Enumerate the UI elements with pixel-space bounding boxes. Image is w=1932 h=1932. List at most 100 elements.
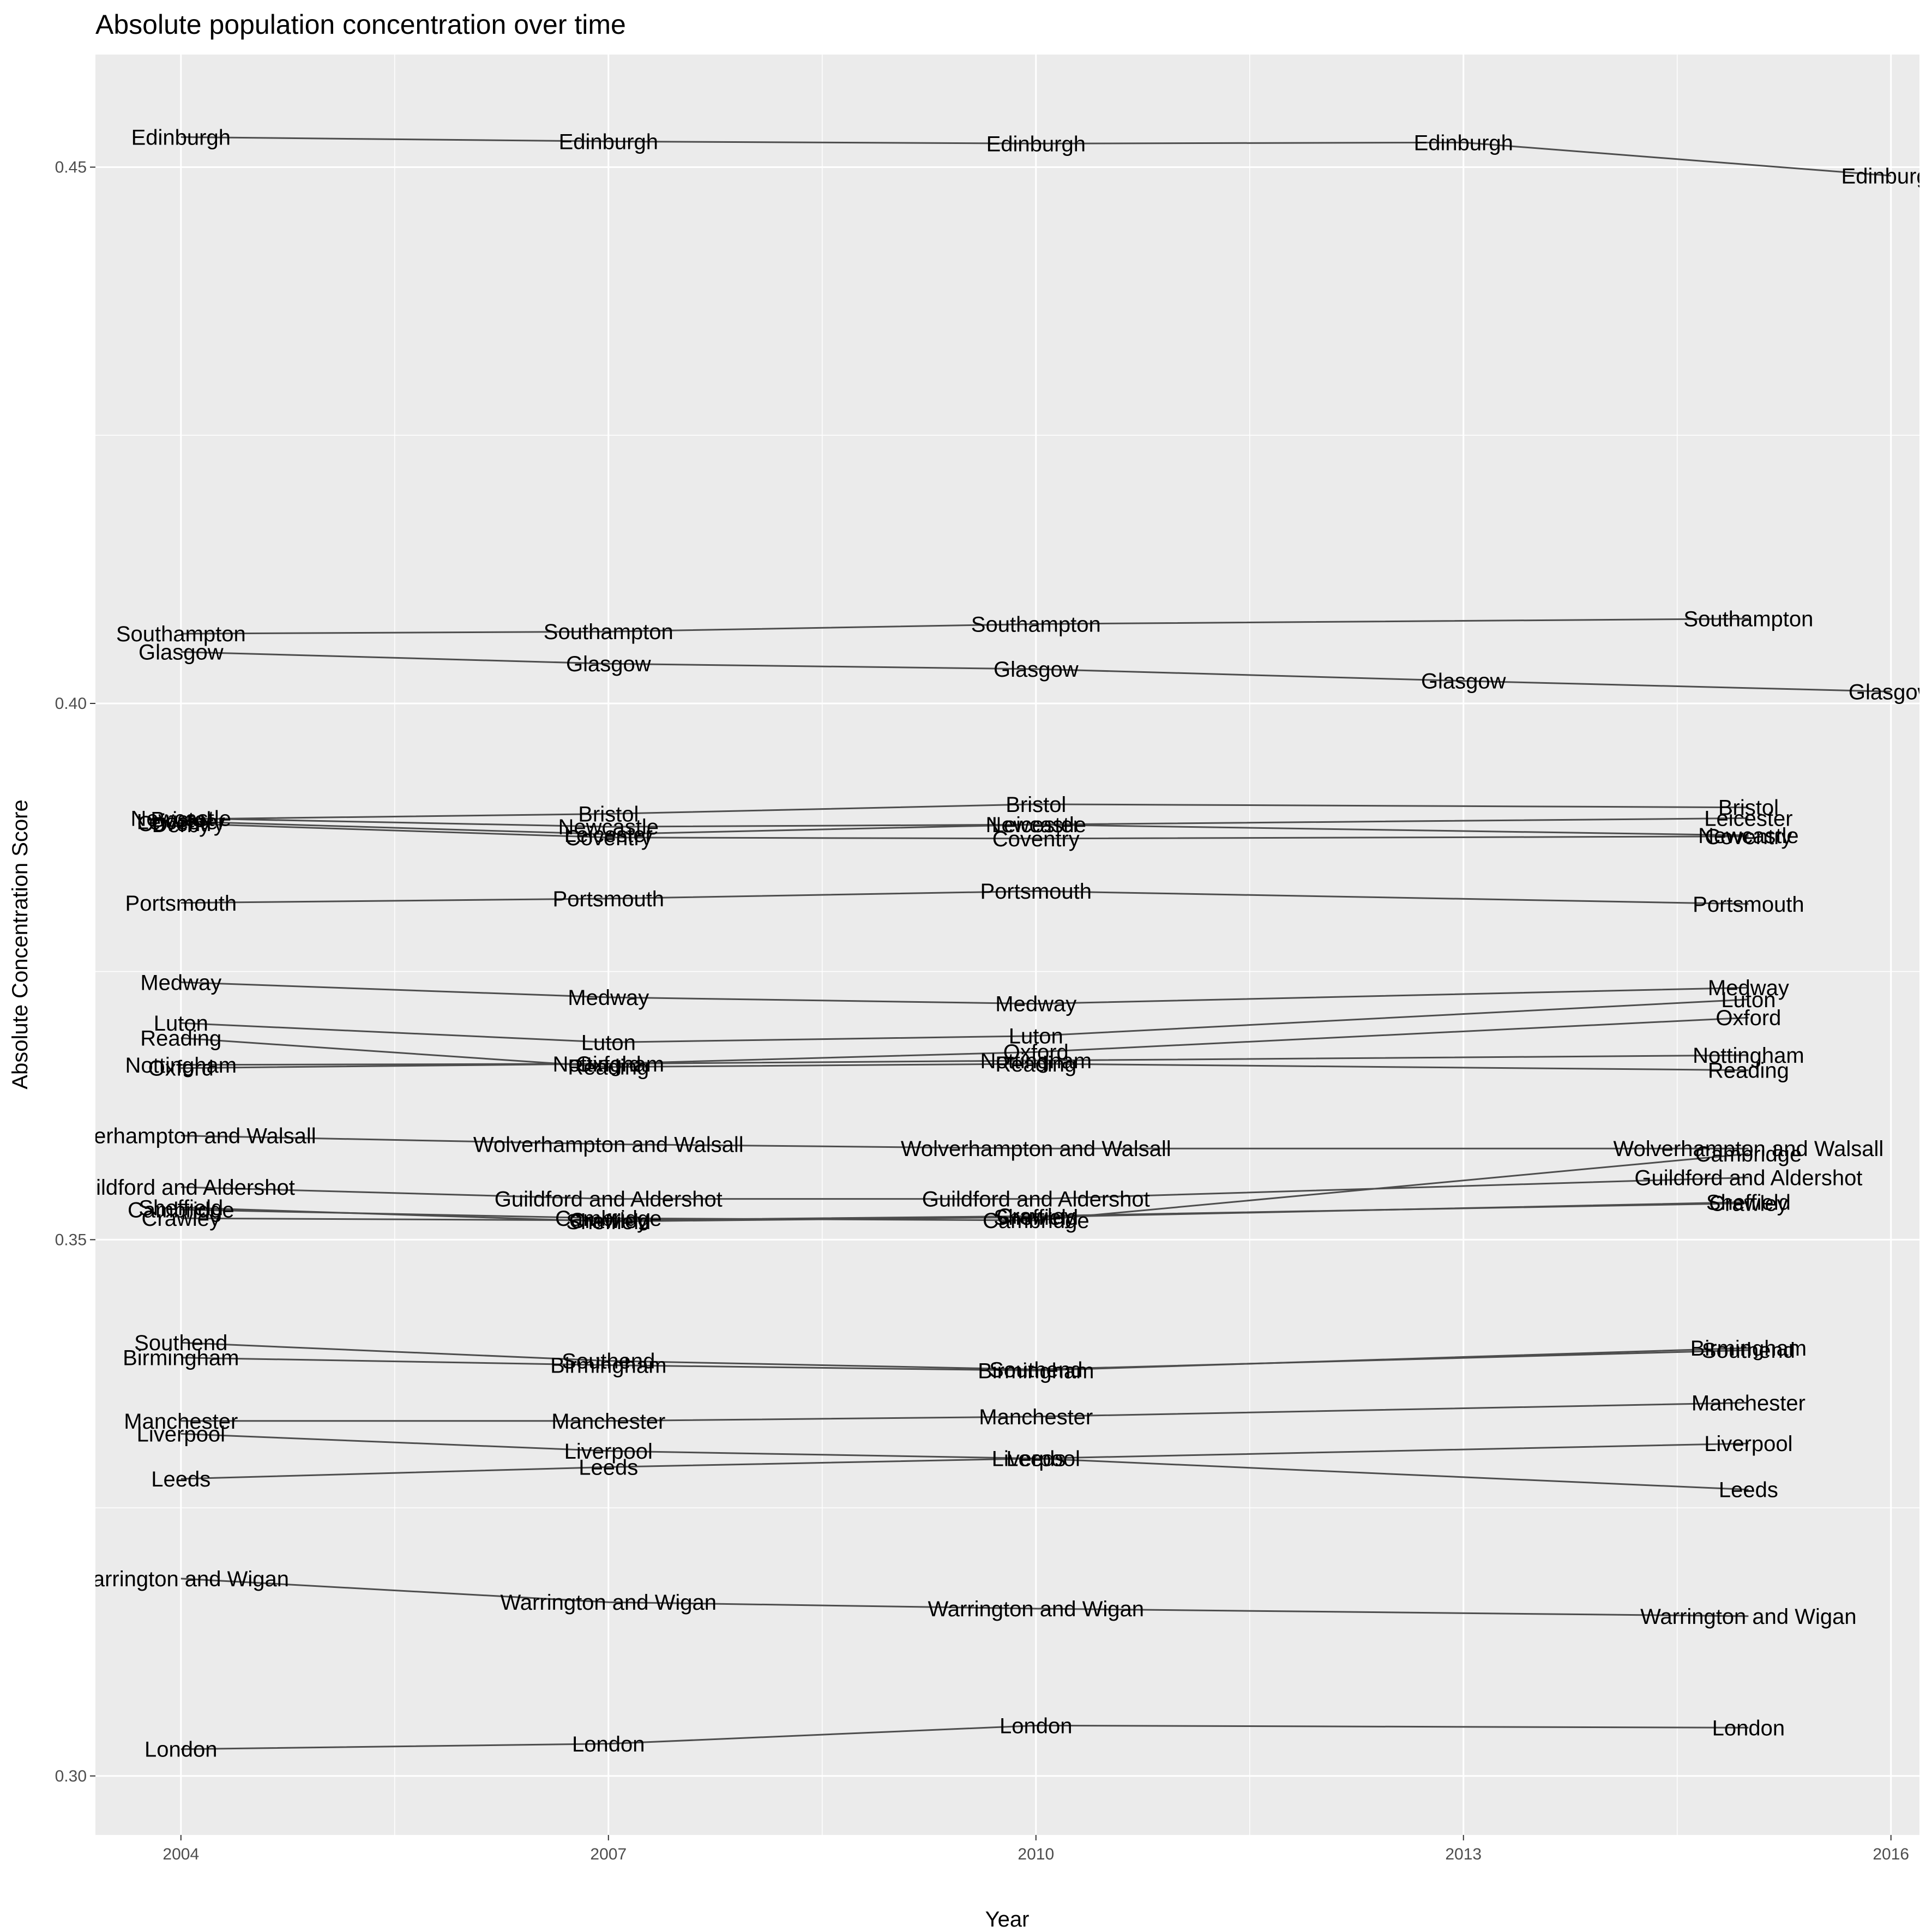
point-label-newcastle: Newcastle	[131, 806, 232, 830]
point-label-portsmouth: Portsmouth	[553, 887, 665, 911]
series-line-coventry	[180, 822, 1749, 840]
point-label-london: London	[145, 1738, 217, 1762]
point-label-luton: Luton	[1009, 1025, 1063, 1049]
x-tick-label: 2010	[1018, 1845, 1054, 1863]
series-line-birmingham	[180, 1347, 1749, 1371]
series-lines	[180, 136, 1891, 1750]
plot-panel	[95, 55, 1919, 1835]
series-line-liverpool	[180, 1433, 1749, 1460]
point-label-manchester: Manchester	[124, 1410, 238, 1434]
point-label-reading: Reading	[140, 1027, 221, 1051]
point-label-crawley: Crawley	[997, 1205, 1075, 1229]
point-label-crawley: Crawley	[1709, 1192, 1787, 1216]
point-label-guildford-and-aldershot: Guildford and Aldershot	[922, 1188, 1150, 1212]
x-axis-title: Year	[985, 1907, 1030, 1931]
point-label-portsmouth: Portsmouth	[1693, 893, 1804, 917]
point-label-sheffield: Sheffield	[566, 1210, 651, 1234]
point-label-luton: Luton	[581, 1031, 636, 1055]
point-label-southampton: Southampton	[544, 620, 673, 644]
point-label-luton: Luton	[154, 1012, 208, 1036]
point-label-wolverhampton-and-walsall: Wolverhampton and Walsall	[46, 1124, 316, 1148]
point-label-guildford-and-aldershot: Guildford and Aldershot	[495, 1188, 723, 1212]
series-line-manchester	[180, 1401, 1749, 1422]
series-line-crawley	[180, 1202, 1749, 1221]
point-label-wolverhampton-and-walsall: Wolverhampton and Walsall	[473, 1133, 744, 1157]
point-label-leeds: Leeds	[579, 1455, 638, 1479]
point-label-birmingham: Birmingham	[978, 1359, 1094, 1383]
point-label-leicester: Leicester	[137, 810, 225, 834]
series-line-southampton	[180, 618, 1749, 635]
point-label-cambridge: Cambridge	[128, 1198, 234, 1222]
point-label-crawley: Crawley	[142, 1207, 220, 1231]
point-label-cambridge: Cambridge	[983, 1209, 1090, 1233]
x-tick-label: 2004	[162, 1845, 199, 1863]
series-line-luton	[180, 998, 1749, 1044]
series-line-oxford	[180, 1016, 1749, 1069]
point-label-portsmouth: Portsmouth	[125, 892, 237, 916]
point-label-leicester: Leicester	[992, 813, 1080, 837]
series-labels: Edinburgh Edinburgh Edinburgh Edinburgh Edin…	[46, 125, 1932, 1762]
point-label-southampton: Southampton	[971, 612, 1101, 636]
point-label-derby: Derby	[152, 813, 210, 837]
point-label-wolverhampton-and-walsall: Wolverhampton and Walsall	[1614, 1137, 1884, 1161]
series-line-warrington-and-wigan	[180, 1578, 1749, 1617]
series-line-leeds	[180, 1458, 1749, 1491]
point-label-sheffield: Sheffield	[994, 1206, 1078, 1230]
point-label-southampton: Southampton	[116, 622, 246, 646]
point-label-manchester: Manchester	[979, 1405, 1093, 1429]
series-line-leicester	[180, 817, 1749, 835]
series-line-portsmouth	[180, 890, 1749, 905]
point-label-glasgow: Glasgow	[1849, 680, 1932, 704]
point-label-glasgow: Glasgow	[139, 641, 224, 665]
point-label-london: London	[572, 1732, 645, 1756]
point-label-edinburgh: Edinburgh	[986, 132, 1086, 156]
point-label-edinburgh: Edinburgh	[131, 125, 231, 149]
y-tick-label: 0.35	[55, 1231, 87, 1249]
point-label-nottingham: Nottingham	[125, 1054, 237, 1078]
series-line-london	[180, 1724, 1749, 1750]
point-label-warrington-and-wigan: Warrington and Wigan	[1640, 1605, 1856, 1629]
point-label-edinburgh: Edinburgh	[559, 130, 658, 154]
point-label-reading: Reading	[1708, 1059, 1789, 1083]
series-line-edinburgh	[180, 136, 1891, 177]
point-label-guildford-and-aldershot: Guildford and Aldershot	[1634, 1166, 1862, 1190]
point-label-southend: Southend	[562, 1350, 655, 1374]
x-axis: 2004 2007 2010 2013 2016	[162, 1835, 1909, 1863]
y-tick-label: 0.30	[55, 1767, 87, 1785]
point-label-medway: Medway	[995, 992, 1076, 1016]
point-label-newcastle: Newcastle	[1698, 824, 1799, 848]
point-label-nottingham: Nottingham	[553, 1052, 665, 1076]
point-label-coventry: Coventry	[1705, 825, 1792, 849]
point-label-bristol: Bristol	[578, 803, 639, 827]
point-label-london: London	[1712, 1716, 1785, 1740]
x-tick-label: 2016	[1873, 1845, 1909, 1863]
y-axis-title: Absolute Concentration Score	[8, 799, 32, 1089]
series-line-cambridge	[180, 1153, 1749, 1221]
point-label-liverpool: Liverpool	[564, 1440, 653, 1464]
point-label-oxford: Oxford	[1716, 1006, 1781, 1030]
point-label-coventry: Coventry	[137, 812, 225, 836]
point-label-warrington-and-wigan: Warrington and Wigan	[73, 1567, 289, 1591]
point-label-coventry: Coventry	[565, 826, 652, 850]
point-label-nottingham: Nottingham	[1693, 1044, 1804, 1068]
point-label-bristol: Bristol	[1718, 796, 1779, 820]
point-label-bristol: Bristol	[151, 808, 211, 832]
point-label-cambridge: Cambridge	[555, 1207, 662, 1231]
y-tick-label: 0.45	[55, 159, 87, 177]
point-label-glasgow: Glasgow	[994, 658, 1079, 682]
series-line-bristol	[180, 803, 1749, 820]
point-label-crawley: Crawley	[569, 1209, 648, 1233]
point-label-southend: Southend	[989, 1358, 1082, 1382]
series-line-guildford-and-aldershot	[180, 1176, 1749, 1200]
point-label-cambridge: Cambridge	[1695, 1142, 1802, 1166]
x-tick-label: 2013	[1445, 1845, 1482, 1863]
series-line-medway	[180, 981, 1749, 1005]
point-label-nottingham: Nottingham	[980, 1049, 1092, 1073]
point-label-oxford: Oxford	[148, 1057, 214, 1081]
point-label-luton: Luton	[1721, 988, 1775, 1012]
point-label-medway: Medway	[568, 986, 649, 1010]
point-label-manchester: Manchester	[551, 1410, 665, 1434]
chart-title: Absolute population concentration over t…	[95, 9, 626, 40]
series-line-wolverhampton-and-walsall	[180, 1135, 1749, 1149]
